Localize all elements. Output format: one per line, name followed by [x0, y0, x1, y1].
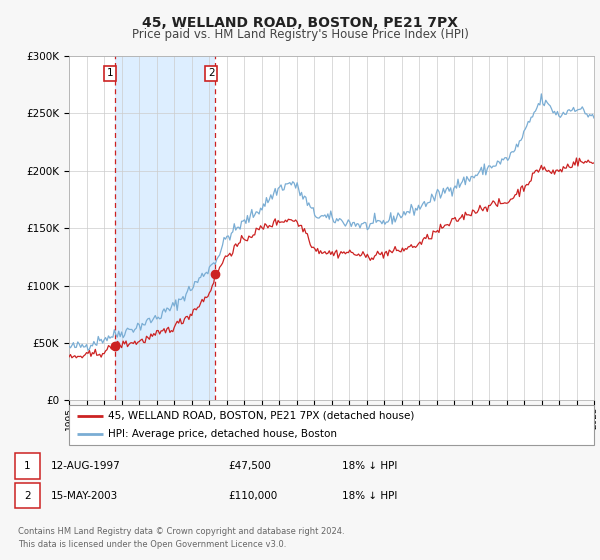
Text: 12-AUG-1997: 12-AUG-1997 [51, 461, 121, 471]
Text: 2: 2 [208, 68, 214, 78]
Text: 2: 2 [24, 491, 31, 501]
Text: 45, WELLAND ROAD, BOSTON, PE21 7PX (detached house): 45, WELLAND ROAD, BOSTON, PE21 7PX (deta… [109, 411, 415, 421]
Text: 15-MAY-2003: 15-MAY-2003 [51, 491, 118, 501]
Text: This data is licensed under the Open Government Licence v3.0.: This data is licensed under the Open Gov… [18, 540, 286, 549]
Text: Contains HM Land Registry data © Crown copyright and database right 2024.: Contains HM Land Registry data © Crown c… [18, 528, 344, 536]
Text: 18% ↓ HPI: 18% ↓ HPI [342, 491, 397, 501]
FancyBboxPatch shape [69, 405, 594, 445]
Text: 45, WELLAND ROAD, BOSTON, PE21 7PX: 45, WELLAND ROAD, BOSTON, PE21 7PX [142, 16, 458, 30]
Text: 1: 1 [107, 68, 113, 78]
Text: HPI: Average price, detached house, Boston: HPI: Average price, detached house, Bost… [109, 430, 337, 439]
Text: 1: 1 [24, 461, 31, 471]
Text: £47,500: £47,500 [228, 461, 271, 471]
Text: 18% ↓ HPI: 18% ↓ HPI [342, 461, 397, 471]
Bar [115, 56, 215, 400]
Text: £110,000: £110,000 [228, 491, 277, 501]
Text: Price paid vs. HM Land Registry's House Price Index (HPI): Price paid vs. HM Land Registry's House … [131, 28, 469, 41]
